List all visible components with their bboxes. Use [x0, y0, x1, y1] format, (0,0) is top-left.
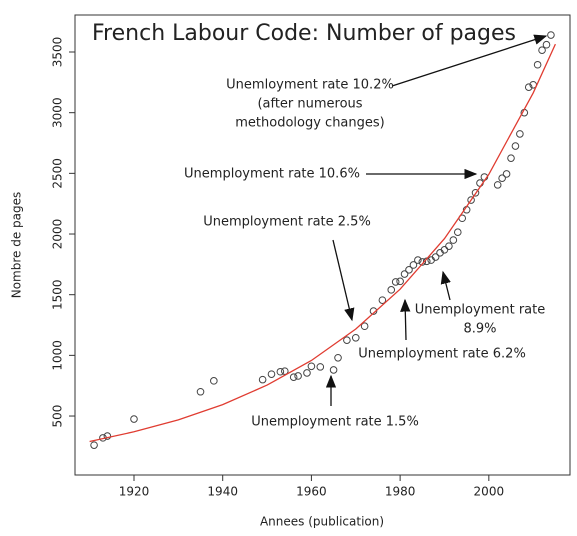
x-tick-label: 2000 [474, 485, 505, 499]
data-point [418, 258, 427, 266]
y-axis-label: Nombre de pages [10, 192, 24, 299]
data-point [498, 174, 506, 183]
data-point [493, 181, 502, 189]
x-tick-label: 1920 [119, 485, 150, 499]
data-point [471, 188, 480, 197]
data-point [258, 375, 267, 384]
data-point [378, 296, 387, 304]
data-point [396, 277, 404, 286]
annotation: Unemployment rate 1.5% [251, 415, 419, 430]
annotation: Unemployment rate 2.5% [203, 215, 371, 230]
data-point [409, 261, 418, 269]
y-tick-label: 2000 [51, 219, 65, 250]
data-point [414, 256, 422, 264]
arrow [400, 298, 411, 341]
data-point [294, 372, 302, 380]
x-tick-label: 1960 [296, 485, 327, 499]
data-point [431, 253, 440, 261]
data-point [524, 83, 533, 91]
y-tick-label: 500 [51, 405, 65, 428]
data-point [103, 432, 112, 440]
data-point [351, 333, 360, 342]
data-point [360, 322, 369, 331]
annotation: (after numerous [257, 97, 362, 112]
y-tick-label: 1500 [51, 279, 65, 310]
data-point [533, 60, 542, 69]
data-point [445, 242, 453, 250]
data-point [196, 387, 205, 396]
data-point [210, 377, 218, 385]
annotation: methodology changes) [235, 116, 385, 131]
data-point [303, 369, 311, 377]
fit-line [89, 43, 556, 443]
annotation: Unemloyment rate 10.2% [226, 78, 394, 93]
data-point [369, 307, 378, 315]
annotation: 8.9% [463, 322, 496, 337]
data-point [502, 170, 511, 178]
x-tick-label: 1980 [385, 485, 416, 499]
data-point [467, 196, 475, 204]
annotation: Unemployment rate 10.6% [184, 167, 360, 182]
chart-title: French Labour Code: Number of pages [92, 21, 516, 46]
data-point [449, 236, 458, 244]
data-point [316, 363, 325, 371]
x-tick-label: 1940 [207, 485, 238, 499]
data-point [547, 31, 555, 39]
data-point [267, 370, 276, 378]
annotation: Unemployment rate 6.2% [358, 347, 526, 362]
x-axis-label: Annees (publication) [260, 515, 384, 529]
data-point [280, 367, 289, 375]
data-point [334, 353, 342, 362]
plot-frame [74, 14, 571, 476]
data-point [329, 366, 338, 374]
y-tick-label: 2500 [51, 158, 65, 189]
annotation-arrows [325, 34, 548, 406]
data-point [387, 286, 396, 294]
y-tick-label: 1000 [51, 340, 65, 371]
data-point [516, 130, 524, 138]
data-point [507, 154, 515, 162]
data-point [440, 245, 449, 254]
data-point [276, 367, 285, 376]
y-tick-label: 3000 [51, 97, 65, 128]
data-point [130, 415, 138, 423]
data-point [400, 270, 409, 278]
data-point [453, 228, 462, 236]
arrow [391, 34, 548, 87]
data-point [289, 373, 298, 381]
data-point [90, 441, 98, 449]
arrow [332, 239, 355, 322]
data-point [307, 362, 316, 371]
arrow [440, 270, 451, 301]
data-point [391, 278, 400, 286]
annotation: Unemployment rate [415, 303, 545, 318]
data-point [538, 46, 546, 54]
data-point [343, 336, 351, 344]
data-point [405, 266, 413, 274]
data-point [511, 142, 520, 150]
data-point [542, 40, 551, 49]
y-tick-label: 3500 [51, 37, 65, 68]
